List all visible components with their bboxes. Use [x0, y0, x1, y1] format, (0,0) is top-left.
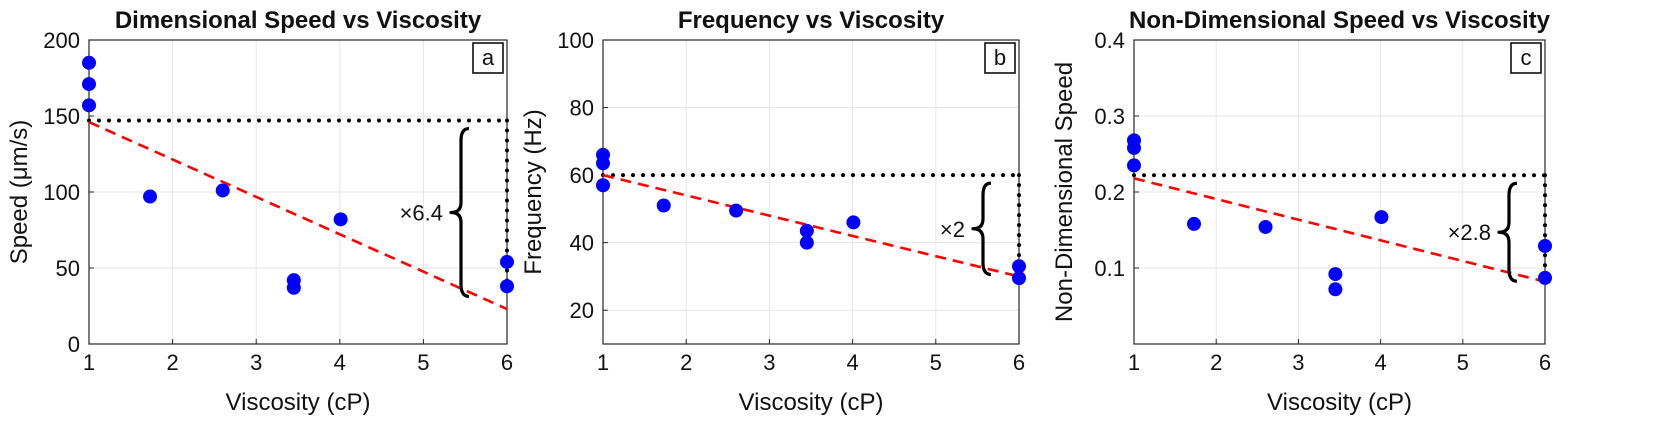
y-tick-label: 0 — [68, 332, 80, 357]
data-point — [143, 189, 158, 204]
x-tick-label: 3 — [1292, 350, 1304, 375]
data-point — [1012, 271, 1026, 286]
y-tick-label: 100 — [557, 28, 594, 53]
data-point — [286, 280, 301, 295]
x-tick-label: 4 — [334, 350, 346, 375]
panel-letter: c — [1521, 45, 1532, 70]
panel-letter-box — [1510, 42, 1542, 74]
y-tick-label: 50 — [56, 256, 80, 281]
y-tick-label: 20 — [570, 298, 594, 323]
ratio-brace — [1497, 181, 1518, 283]
x-axis-label: Viscosity (cP) — [1267, 389, 1412, 416]
x-tick-label: 6 — [1013, 350, 1025, 375]
x-tick-label: 3 — [250, 350, 262, 375]
y-tick-label: 200 — [43, 28, 80, 53]
chart-title: Dimensional Speed vs Viscosity — [115, 7, 482, 34]
panel-letter-box — [472, 42, 504, 74]
data-point — [1127, 158, 1141, 173]
x-tick-label: 2 — [166, 350, 178, 375]
panel-letter: b — [994, 45, 1006, 70]
x-tick-label: 5 — [1457, 350, 1469, 375]
data-point — [500, 254, 514, 269]
data-point — [799, 235, 814, 250]
ratio-label: ×6.4 — [400, 200, 443, 225]
data-point — [333, 212, 348, 227]
data-point — [729, 203, 744, 218]
data-point — [1538, 270, 1552, 285]
ratio-brace — [971, 181, 992, 277]
plot-area — [603, 40, 1019, 344]
data-point — [1328, 267, 1343, 282]
x-tick-label: 6 — [501, 350, 513, 375]
data-point — [1127, 140, 1141, 155]
data-point — [596, 156, 610, 171]
x-tick-label: 3 — [763, 350, 775, 375]
data-point — [1187, 216, 1202, 231]
y-tick-label: 60 — [570, 163, 594, 188]
y-tick-label: 0.2 — [1094, 180, 1125, 205]
data-point — [82, 55, 96, 70]
x-tick-label: 5 — [930, 350, 942, 375]
y-axis-label: Non-Dimensional Speed — [1051, 62, 1078, 322]
x-axis-label: Viscosity (cP) — [226, 389, 371, 416]
data-point — [500, 279, 514, 294]
data-point — [656, 198, 671, 213]
panel-letter-box — [984, 42, 1016, 74]
data-point — [82, 77, 96, 92]
x-tick-label: 2 — [680, 350, 692, 375]
ratio-brace — [449, 126, 470, 298]
x-tick-label: 1 — [597, 350, 609, 375]
data-point — [1374, 210, 1389, 225]
x-tick-label: 1 — [83, 350, 95, 375]
x-tick-label: 1 — [1128, 350, 1140, 375]
y-tick-label: 40 — [570, 231, 594, 256]
y-tick-label: 0.1 — [1094, 256, 1125, 281]
chart-title: Frequency vs Viscosity — [678, 7, 945, 34]
ratio-label: ×2 — [940, 217, 965, 242]
data-point — [215, 183, 230, 198]
data-point — [1258, 219, 1273, 234]
panel-b: 1 2 3 4 5 6 20 40 60 80 100 Frequency vs Viscosity V… — [520, 7, 1026, 416]
fit-line — [88, 120, 508, 311]
y-tick-label: 100 — [43, 180, 80, 205]
data-point — [596, 178, 610, 193]
data-point — [846, 215, 861, 230]
y-tick-label: 0.3 — [1094, 104, 1125, 129]
data-point — [82, 98, 96, 113]
x-tick-label: 6 — [1539, 350, 1551, 375]
y-axis-label: Frequency (Hz) — [520, 109, 547, 274]
y-tick-label: 150 — [43, 104, 80, 129]
x-tick-label: 4 — [1374, 350, 1386, 375]
x-axis-label: Viscosity (cP) — [739, 389, 884, 416]
data-point — [799, 223, 814, 238]
panel-a: 1 2 3 4 5 6 0 50 100 150 200 Dimensional Speed vs V… — [6, 7, 514, 416]
y-tick-label: 80 — [570, 96, 594, 121]
data-point — [1012, 259, 1026, 274]
x-tick-label: 4 — [846, 350, 858, 375]
data-point — [1328, 282, 1343, 297]
panel-letter: a — [482, 45, 495, 70]
ratio-label: ×2.8 — [1448, 220, 1491, 245]
chart-title: Non-Dimensional Speed vs Viscosity — [1129, 7, 1551, 34]
data-point — [1538, 238, 1552, 253]
y-tick-label: 0.4 — [1094, 28, 1125, 53]
y-axis-label: Speed (μm/s) — [6, 120, 33, 265]
x-tick-label: 5 — [417, 350, 429, 375]
x-tick-label: 2 — [1210, 350, 1222, 375]
